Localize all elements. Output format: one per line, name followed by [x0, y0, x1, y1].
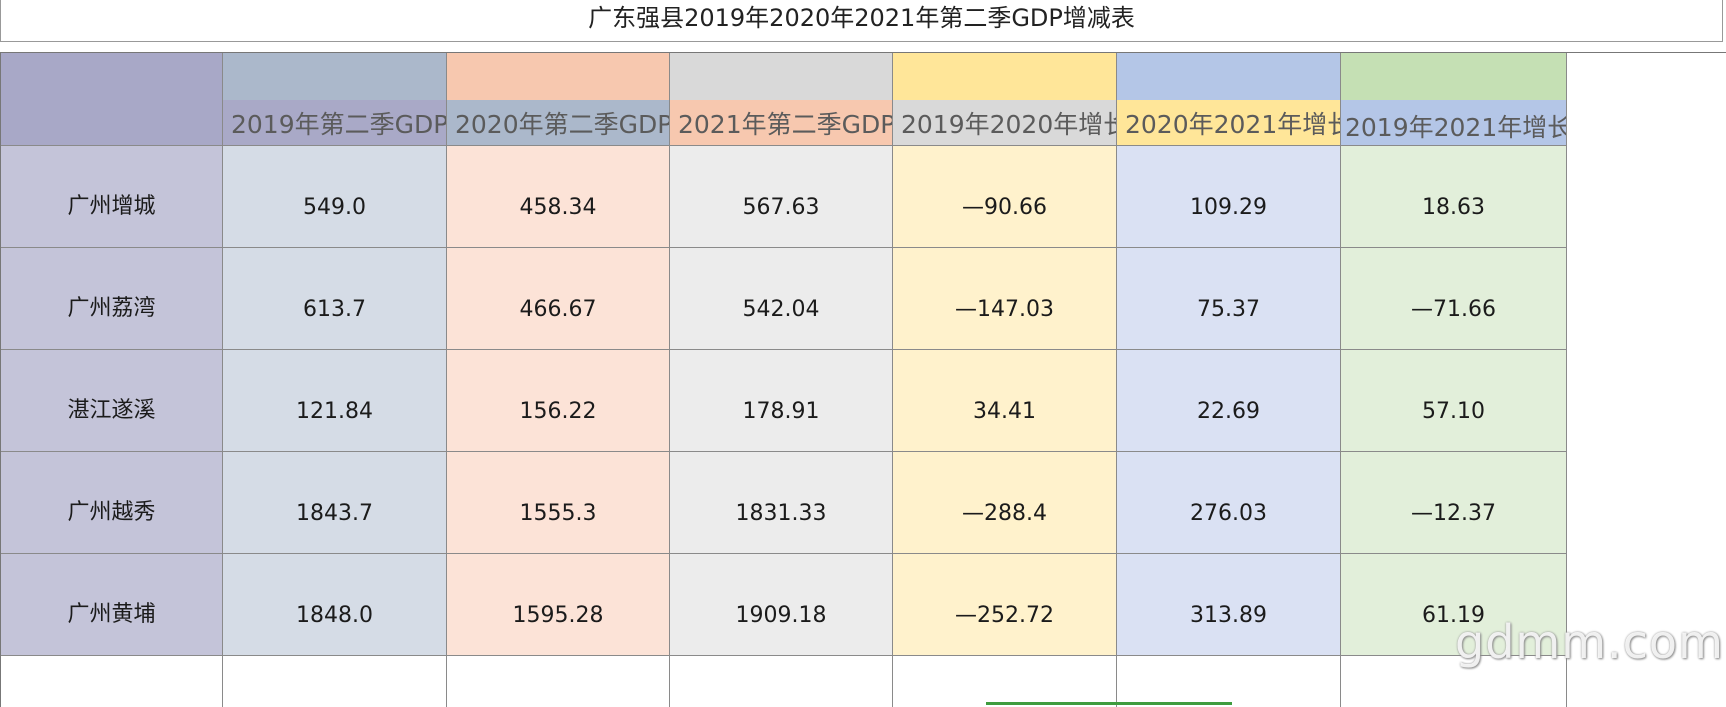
column-region: 广州增城 广州荔湾 湛江遂溪 广州越秀 广州黄埔 [1, 53, 223, 707]
value-cell: —147.03 [893, 248, 1116, 350]
value-cell: 34.41 [893, 350, 1116, 452]
value-cell: 1595.28 [447, 554, 669, 656]
watermark: gdmm.com [1455, 615, 1724, 669]
value-cell: —90.66 [893, 146, 1116, 248]
column-6: 2019年2021年增长 18.63 —71.66 57.10 —12.37 61.19 [1341, 53, 1567, 707]
column-header: 2021年第二季GDP [670, 100, 892, 146]
value-cell: 542.04 [670, 248, 892, 350]
column-header: 2019年2021年增长 [1341, 100, 1566, 146]
value-cell: 1848.0 [223, 554, 446, 656]
header-band [223, 53, 446, 100]
value-cell: 1555.3 [447, 452, 669, 554]
selection-indicator [986, 702, 1232, 705]
value-cell: —12.37 [1341, 452, 1566, 554]
value-cell: 613.7 [223, 248, 446, 350]
value-cell: 313.89 [1117, 554, 1340, 656]
header-band [1, 53, 222, 146]
header-band [447, 53, 669, 100]
column-3: 2021年第二季GDP 567.63 542.04 178.91 1831.33 1909… [670, 53, 893, 707]
header-band [1117, 53, 1340, 100]
value-cell: 276.03 [1117, 452, 1340, 554]
gdp-table: 广州增城 广州荔湾 湛江遂溪 广州越秀 广州黄埔 2019年第二季GDP 549.0 613.… [0, 52, 1726, 707]
column-1: 2019年第二季GDP 549.0 613.7 121.84 1843.7 1848.0 [223, 53, 447, 707]
value-cell: 57.10 [1341, 350, 1566, 452]
header-band [670, 53, 892, 100]
value-cell: 156.22 [447, 350, 669, 452]
value-cell: —288.4 [893, 452, 1116, 554]
header-band [893, 53, 1116, 100]
region-name-cell: 广州荔湾 [1, 248, 222, 350]
value-cell: 1843.7 [223, 452, 446, 554]
value-cell: 18.63 [1341, 146, 1566, 248]
value-cell: —71.66 [1341, 248, 1566, 350]
column-4: 2019年2020年增长 —90.66 —147.03 34.41 —288.4 —252… [893, 53, 1117, 707]
table-title: 广东强县2019年2020年2021年第二季GDP增减表 [588, 4, 1135, 32]
table-title-bar: 广东强县2019年2020年2021年第二季GDP增减表 [0, 0, 1723, 42]
value-cell: 22.69 [1117, 350, 1340, 452]
value-cell: —252.72 [893, 554, 1116, 656]
value-cell: 567.63 [670, 146, 892, 248]
value-cell: 1831.33 [670, 452, 892, 554]
value-cell: 549.0 [223, 146, 446, 248]
column-header: 2020年第二季GDP [447, 100, 669, 146]
value-cell: 466.67 [447, 248, 669, 350]
column-header: 2019年第二季GDP [223, 100, 446, 146]
region-name-cell: 湛江遂溪 [1, 350, 222, 452]
value-cell: 1909.18 [670, 554, 892, 656]
region-name-cell: 广州黄埔 [1, 554, 222, 656]
value-cell: 109.29 [1117, 146, 1340, 248]
region-name-cell: 广州增城 [1, 146, 222, 248]
value-cell: 458.34 [447, 146, 669, 248]
value-cell: 75.37 [1117, 248, 1340, 350]
column-header: 2020年2021年增长 [1117, 100, 1340, 146]
column-5: 2020年2021年增长 109.29 75.37 22.69 276.03 313.89 [1117, 53, 1341, 707]
column-2: 2020年第二季GDP 458.34 466.67 156.22 1555.3 1595.… [447, 53, 670, 707]
column-header: 2019年2020年增长 [893, 100, 1116, 146]
header-band [1341, 53, 1566, 100]
value-cell: 178.91 [670, 350, 892, 452]
region-name-cell: 广州越秀 [1, 452, 222, 554]
value-cell: 61.19 [1341, 554, 1566, 656]
value-cell: 121.84 [223, 350, 446, 452]
